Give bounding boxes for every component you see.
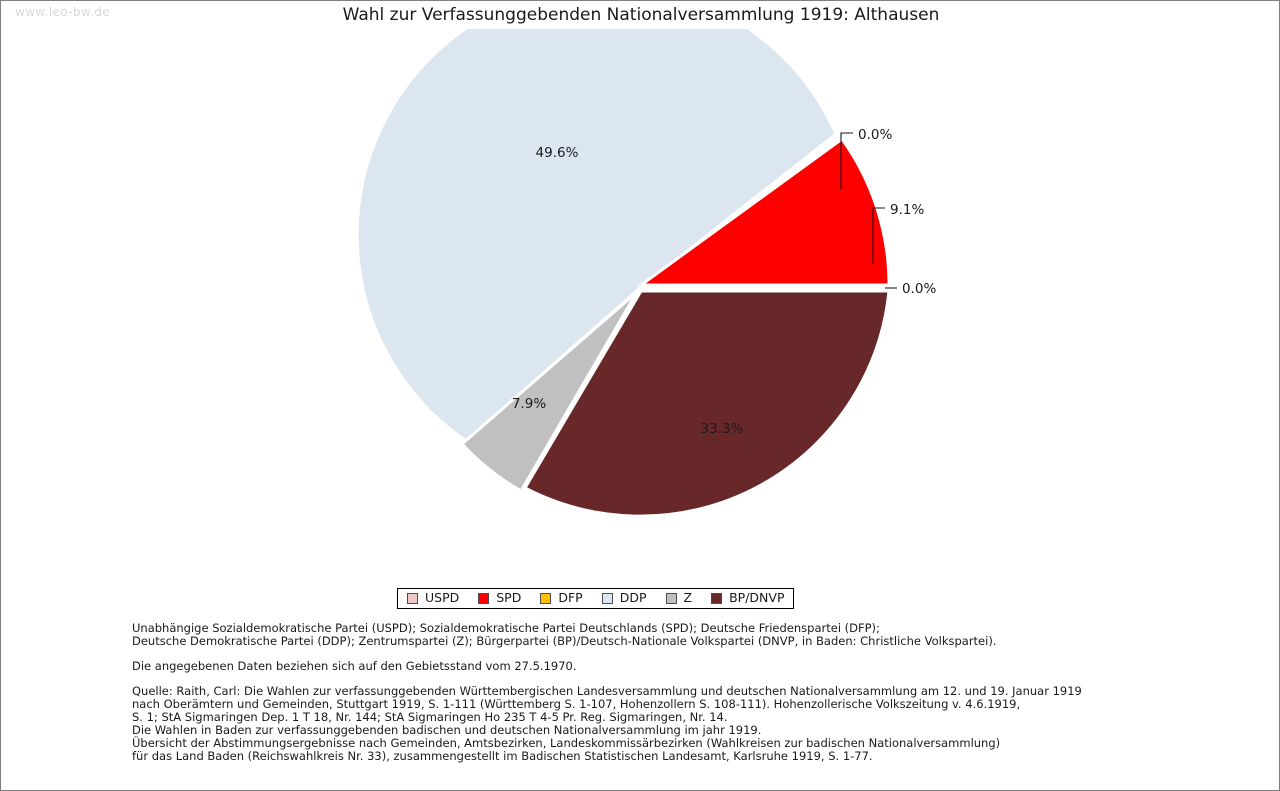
- legend-swatch-spd: [478, 593, 490, 604]
- pie-value-labels: 49.6% 0.0% 9.1% 0.0% 7.9% 33.3%: [512, 127, 937, 437]
- legend-item-uspd[interactable]: USPD: [407, 592, 459, 605]
- legend-item-spd[interactable]: SPD: [478, 592, 521, 605]
- pie-chart-area: 49.6% 0.0% 9.1% 0.0% 7.9% 33.3%: [1, 29, 1279, 559]
- legend-label-spd: SPD: [496, 590, 522, 606]
- legend-item-bp-dnvp[interactable]: BP/DNVP: [711, 592, 784, 605]
- pie-label-uspd: 0.0%: [858, 127, 892, 143]
- footnote-quelle-line-3: S. 1; StA Sigmaringen Dep. 1 T 18, Nr. 1…: [132, 710, 728, 724]
- legend-swatch-z: [665, 593, 677, 604]
- footnote-quelle-line-2: nach Oberämtern und Gemeinden, Stuttgart…: [132, 697, 1021, 711]
- footnote-quelle-line-6: für das Land Baden (Reichswahlkreis Nr. …: [132, 749, 873, 763]
- chart-legend: USPD SPD DFP DDP Z BP/DNVP: [397, 588, 795, 609]
- pie-slice-z[interactable]: [459, 290, 639, 494]
- pie-label-dfp: 0.0%: [902, 281, 936, 297]
- pie-label-ddp: 49.6%: [536, 145, 579, 161]
- legend-swatch-bp-dnvp: [711, 593, 723, 604]
- legend-label-dfp: DFP: [558, 590, 583, 606]
- legend-label-z: Z: [683, 590, 693, 606]
- footnote-quelle: Quelle: Raith, Carl: Die Wahlen zur verf…: [132, 685, 1212, 763]
- legend-swatch-uspd: [407, 593, 418, 604]
- footnote-parties-line-2: Deutsche Demokratische Partei (DDP); Zen…: [132, 634, 997, 648]
- leader-line-uspd: [840, 132, 853, 189]
- legend-item-ddp[interactable]: DDP: [601, 590, 647, 606]
- legend-swatch-dfp: [540, 593, 552, 604]
- pie-slice-bp-dnvp[interactable]: [522, 289, 891, 518]
- pie-label-bp-dnvp: 33.3%: [701, 421, 744, 437]
- footnote-quelle-line-5: Übersicht der Abstimmungsergebnisse nach…: [132, 736, 1001, 750]
- footnote-parties: Unabhängige Sozialdemokratische Partei (…: [132, 622, 1212, 648]
- legend-label-bp-dnvp: BP/DNVP: [729, 590, 785, 606]
- pie-label-spd: 9.1%: [890, 202, 924, 218]
- pie-slices: [355, 29, 891, 518]
- footnote-parties-line-1: Unabhängige Sozialdemokratische Partei (…: [132, 621, 880, 635]
- legend-swatch-ddp: [601, 593, 613, 604]
- pie-leader-lines: [840, 132, 897, 289]
- legend-label-uspd: USPD: [425, 590, 460, 606]
- page-title: Wahl zur Verfassunggebenden Nationalvers…: [342, 5, 940, 25]
- legend-label-ddp: DDP: [619, 590, 647, 606]
- footnote-gebietsstand-line: Die angegebenen Daten beziehen sich auf …: [132, 659, 577, 673]
- footnote-gebietsstand: Die angegebenen Daten beziehen sich auf …: [132, 660, 1212, 673]
- footnotes: Unabhängige Sozialdemokratische Partei (…: [132, 622, 1212, 763]
- footnote-quelle-line-4: Die Wahlen in Baden zur verfassunggebend…: [132, 723, 762, 737]
- pie-slice-ddp[interactable]: [355, 29, 838, 443]
- pie-label-z: 7.9%: [512, 396, 546, 412]
- leader-line-spd: [872, 207, 885, 264]
- footnote-quelle-line-1: Quelle: Raith, Carl: Die Wahlen zur verf…: [132, 684, 1082, 698]
- legend-item-dfp[interactable]: DFP: [540, 590, 583, 606]
- legend-item-z[interactable]: Z: [665, 590, 693, 606]
- watermark-leo-bw: www.leo-bw.de: [15, 5, 111, 19]
